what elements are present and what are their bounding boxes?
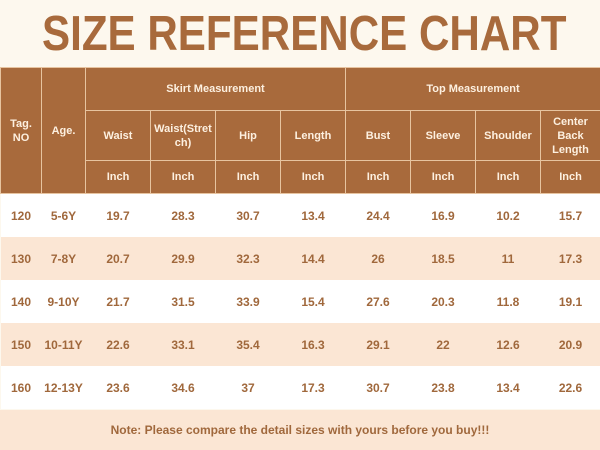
column-header: Shoulder	[475, 110, 541, 161]
table-cell: 19.1	[540, 280, 600, 323]
table-cell: 26	[345, 237, 411, 280]
table-cell: 19.7	[85, 193, 151, 237]
table-cell: 24.4	[345, 193, 411, 237]
table-cell: 17.3	[540, 237, 600, 280]
table-cell: 33.1	[150, 323, 216, 366]
table-cell: 20.3	[410, 280, 476, 323]
column-header: Bust	[345, 110, 411, 161]
table-cell: 12-13Y	[41, 366, 86, 409]
column-header: Center Back Length	[540, 110, 600, 161]
table-cell: 32.3	[215, 237, 281, 280]
table-cell: 15.7	[540, 193, 600, 237]
table-cell: 20.9	[540, 323, 600, 366]
table-row: 160 12-13Y 23.6 34.6 37 17.3 30.7 23.8 13.4 22.6	[0, 366, 600, 409]
table-cell: 12.6	[475, 323, 541, 366]
table-cell: 5-6Y	[41, 193, 86, 237]
column-header: Waist	[85, 110, 151, 161]
table-cell: 150	[0, 323, 42, 366]
table-cell: 30.7	[215, 193, 281, 237]
table-cell: 35.4	[215, 323, 281, 366]
page-title: SIZE REFERENCE CHART	[42, 7, 567, 61]
table-cell: 10-11Y	[41, 323, 86, 366]
table-cell: 34.6	[150, 366, 216, 409]
unit-header: Inch	[475, 160, 541, 194]
table-cell: 14.4	[280, 237, 346, 280]
note: Note: Please compare the detail sizes wi…	[0, 410, 600, 450]
unit-header: Inch	[540, 160, 600, 194]
table-cell: 37	[215, 366, 281, 409]
table-row: 130 7-8Y 20.7 29.9 32.3 14.4 26 18.5 11 17.3	[0, 237, 600, 280]
unit-header: Inch	[215, 160, 281, 194]
table-cell: 23.6	[85, 366, 151, 409]
size-table: Tag. NO Age. Skirt Measurement Top Measu…	[0, 67, 600, 409]
table-cell: 18.5	[410, 237, 476, 280]
table-cell: 28.3	[150, 193, 216, 237]
table-cell: 29.1	[345, 323, 411, 366]
table-cell: 120	[0, 193, 42, 237]
table-cell: 9-10Y	[41, 280, 86, 323]
table-cell: 27.6	[345, 280, 411, 323]
column-header: Length	[280, 110, 346, 161]
unit-header: Inch	[345, 160, 411, 194]
table-cell: 15.4	[280, 280, 346, 323]
table-cell: 22	[410, 323, 476, 366]
table-cell: 130	[0, 237, 42, 280]
column-header: Hip	[215, 110, 281, 161]
table-cell: 10.2	[475, 193, 541, 237]
header-skirt-group: Skirt Measurement	[85, 67, 346, 111]
table-cell: 16.9	[410, 193, 476, 237]
table-row: 140 9-10Y 21.7 31.5 33.9 15.4 27.6 20.3 11.8 19.1	[0, 280, 600, 323]
header-tag: Tag. NO	[0, 67, 42, 194]
unit-header: Inch	[410, 160, 476, 194]
unit-header: Inch	[150, 160, 216, 194]
table-cell: 11.8	[475, 280, 541, 323]
header-age: Age.	[41, 67, 86, 194]
table-row: 120 5-6Y 19.7 28.3 30.7 13.4 24.4 16.9 10.2 15.7	[0, 193, 600, 237]
unit-header: Inch	[280, 160, 346, 194]
table-cell: 33.9	[215, 280, 281, 323]
table-cell: 20.7	[85, 237, 151, 280]
table-cell: 21.7	[85, 280, 151, 323]
unit-header: Inch	[85, 160, 151, 194]
table-cell: 140	[0, 280, 42, 323]
table-cell: 13.4	[280, 193, 346, 237]
table-row: 150 10-11Y 22.6 33.1 35.4 16.3 29.1 22 12.6 20.9	[0, 323, 600, 366]
table-cell: 160	[0, 366, 42, 409]
table-cell: 13.4	[475, 366, 541, 409]
column-header: Sleeve	[410, 110, 476, 161]
table-cell: 17.3	[280, 366, 346, 409]
table-cell: 30.7	[345, 366, 411, 409]
table-cell: 16.3	[280, 323, 346, 366]
table-cell: 31.5	[150, 280, 216, 323]
column-header: Waist(Stretch)	[150, 110, 216, 161]
table-cell: 11	[475, 237, 541, 280]
table-cell: 22.6	[85, 323, 151, 366]
table-cell: 23.8	[410, 366, 476, 409]
table-cell: 22.6	[540, 366, 600, 409]
header-top-group: Top Measurement	[345, 67, 600, 111]
table-cell: 29.9	[150, 237, 216, 280]
table-cell: 7-8Y	[41, 237, 86, 280]
